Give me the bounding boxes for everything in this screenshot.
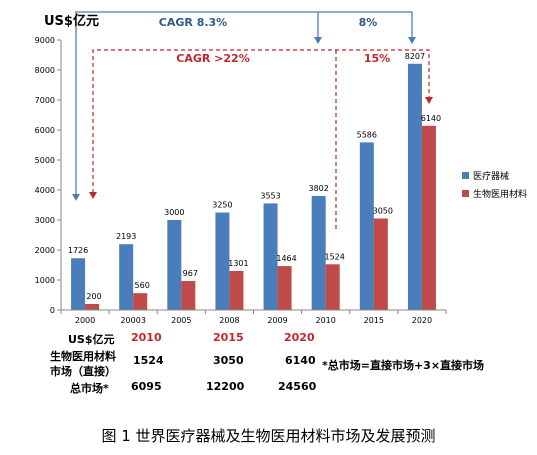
- x-tick-label: 2015: [364, 316, 384, 325]
- data-label: 1301: [228, 259, 248, 268]
- bar-biomaterial: [373, 218, 388, 310]
- data-label: 200: [86, 292, 101, 301]
- data-label: 1464: [276, 254, 296, 263]
- data-label: 560: [135, 281, 150, 290]
- y-tick-label: 3000: [35, 216, 55, 225]
- table-year-2020: 2020: [284, 331, 315, 344]
- red-bracket: [92, 49, 430, 193]
- bar-biomaterial: [421, 125, 436, 310]
- data-label: 3000: [164, 208, 184, 217]
- bar-device: [167, 220, 182, 310]
- table-cell-total-2020: 24560: [278, 380, 317, 393]
- growth-total-label: 8%: [359, 16, 378, 29]
- data-label: 1726: [68, 246, 88, 255]
- x-tick-label: 20003: [120, 316, 145, 325]
- table-cell-bio-2010: 1524: [133, 354, 164, 367]
- y-axis: 0 1000 2000 3000 4000 5000 6000 7000 8000 9000: [35, 36, 62, 315]
- bar-device: [311, 195, 326, 310]
- bar-biomaterial: [229, 270, 244, 310]
- legend-label-device: 医疗器械: [473, 171, 510, 182]
- y-tick-label: 1000: [35, 276, 55, 285]
- blue-arrowhead-2000: [72, 194, 80, 201]
- bar-biomaterial: [85, 304, 100, 310]
- data-label: 5586: [357, 130, 377, 139]
- legend: 医疗器械 生物医用材料: [462, 166, 527, 202]
- data-label: 2193: [116, 232, 136, 241]
- table-row-label-biomaterial: 生物医用材料 市场（直接）: [50, 350, 116, 378]
- blue-arrowhead-2020: [408, 37, 416, 44]
- legend-swatch-device: [462, 171, 469, 179]
- red-arrowhead-2020: [425, 97, 433, 104]
- table-cell-total-2010: 6095: [131, 380, 162, 393]
- legend-label-biomaterial: 生物医用材料: [473, 189, 528, 200]
- x-tick-label: 2008: [219, 316, 239, 325]
- data-label: 1524: [325, 252, 345, 261]
- figure-caption: 图 1 世界医疗器械及生物医用材料市场及发展预测: [101, 427, 436, 445]
- x-axis: 2000 20003 2005 2008 2009 2010 2015 2020: [60, 309, 447, 325]
- data-label: 8207: [405, 52, 425, 61]
- table-year-2010: 2010: [131, 331, 162, 344]
- table-year-2015: 2015: [213, 331, 244, 344]
- growth-arrows: [72, 11, 433, 230]
- y-tick-label: 7000: [35, 96, 55, 105]
- growth-biomaterial-label: 15%: [364, 52, 390, 65]
- bar-biomaterial: [277, 266, 292, 310]
- blue-arrowhead-2010: [314, 37, 322, 44]
- data-label: 967: [183, 269, 198, 278]
- red-arrowhead-2000: [89, 192, 97, 199]
- y-tick-label: 9000: [35, 36, 55, 45]
- x-tick-label: 2010: [316, 316, 336, 325]
- y-tick-label: 2000: [35, 246, 55, 255]
- bar-device: [71, 258, 86, 310]
- bar-device: [215, 212, 230, 310]
- cagr-biomaterial-label: CAGR >22%: [176, 52, 249, 65]
- y-tick-label: 0: [50, 306, 55, 315]
- bar-device: [119, 244, 134, 310]
- bar-device: [359, 142, 374, 310]
- x-tick-label: 2020: [412, 316, 432, 325]
- legend-item-device: 医疗器械: [462, 166, 527, 184]
- bar-biomaterial: [133, 293, 148, 310]
- table-note: *总市场=直接市场+3×直接市场: [322, 359, 485, 372]
- table-cell-total-2015: 12200: [206, 380, 245, 393]
- bar-device: [263, 203, 278, 310]
- x-tick-label: 2005: [171, 316, 191, 325]
- bar-biomaterial: [181, 280, 196, 310]
- legend-swatch-biomaterial: [462, 189, 469, 197]
- blue-bracket: [75, 11, 413, 195]
- data-label: 3802: [309, 184, 329, 193]
- cagr-total-label: CAGR 8.3%: [159, 16, 227, 29]
- bar-device: [407, 63, 422, 310]
- y-tick-label: 4000: [35, 186, 55, 195]
- y-unit-label: US$亿元: [44, 14, 99, 29]
- bar-biomaterial: [325, 264, 340, 310]
- data-label: 3553: [260, 191, 280, 200]
- y-tick-label: 5000: [35, 156, 55, 165]
- y-tick-label: 8000: [35, 66, 55, 75]
- legend-item-biomaterial: 生物医用材料: [462, 184, 527, 202]
- bars: 1726 2193 3000 3250 3553 3802 5586 8207 200 560 96…: [68, 52, 441, 310]
- table-row-label-total: 总市场*: [70, 382, 109, 395]
- data-label: 6140: [421, 114, 441, 123]
- table-cell-bio-2015: 3050: [213, 354, 244, 367]
- data-label: 3250: [212, 201, 232, 210]
- x-tick-label: 2009: [267, 316, 287, 325]
- table-header-label: US$亿元: [68, 333, 115, 346]
- data-label: 3050: [373, 207, 393, 216]
- y-tick-label: 6000: [35, 126, 55, 135]
- x-tick-label: 2000: [75, 316, 95, 325]
- table-cell-bio-2020: 6140: [285, 354, 316, 367]
